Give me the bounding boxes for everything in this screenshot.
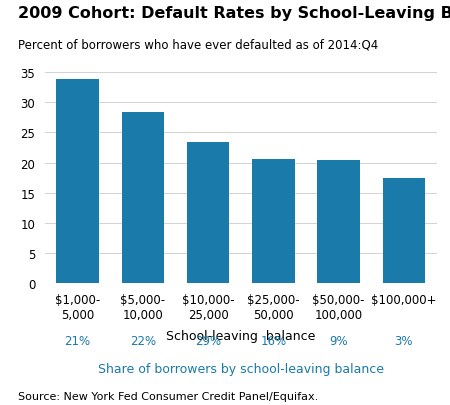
Text: 22%: 22% [130,334,156,347]
Bar [122,113,164,284]
Bar [382,179,425,284]
Text: Share of borrowers by school-leaving balance: Share of borrowers by school-leaving bal… [98,362,384,375]
Text: 21%: 21% [64,334,91,347]
Text: Source: New York Fed Consumer Credit Panel/Equifax.: Source: New York Fed Consumer Credit Pan… [18,391,318,401]
Bar [56,79,99,284]
Bar [252,160,295,284]
Text: 3%: 3% [395,334,413,347]
Bar [317,160,360,284]
Text: 16%: 16% [260,334,287,347]
X-axis label: School-leaving  balance: School-leaving balance [166,329,315,342]
Text: Percent of borrowers who have ever defaulted as of 2014:Q4: Percent of borrowers who have ever defau… [18,38,378,51]
Text: 2009 Cohort: Default Rates by School-Leaving Balance: 2009 Cohort: Default Rates by School-Lea… [18,6,450,21]
Text: 9%: 9% [329,334,348,347]
Bar [187,143,230,284]
Text: 29%: 29% [195,334,221,347]
